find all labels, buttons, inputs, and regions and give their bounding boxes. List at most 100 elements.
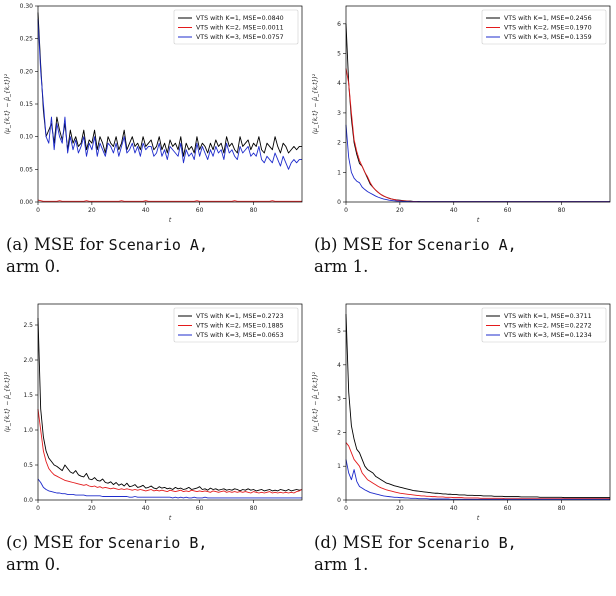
x-tick-label: 40 xyxy=(142,505,150,512)
legend-entry: VTS with K=3, MSE=0.1359 xyxy=(504,34,592,41)
x-tick-label: 0 xyxy=(344,505,348,512)
x-tick-label: 0 xyxy=(36,505,40,512)
caption-arm: arm 0. xyxy=(6,555,61,574)
caption-text: MSE for xyxy=(33,533,103,552)
y-tick-label: 5 xyxy=(337,51,341,58)
x-axis-label: t xyxy=(477,515,480,522)
caption-arm: arm 1. xyxy=(314,555,369,574)
legend-box xyxy=(481,9,607,45)
series-line-k3 xyxy=(345,124,610,203)
y-tick-label: 2 xyxy=(337,140,341,147)
caption-scenario: Scenario A, xyxy=(108,236,208,254)
x-tick-label: 20 xyxy=(396,207,404,214)
x-tick-label: 0 xyxy=(344,207,348,214)
caption-scenario: Scenario B, xyxy=(108,534,208,552)
series-line-k1 xyxy=(345,314,610,499)
y-tick-label: 0.5 xyxy=(23,462,33,469)
legend-entry: VTS with K=1, MSE=0.2456 xyxy=(504,15,592,22)
series-line-k2 xyxy=(345,442,610,500)
x-tick-label: 40 xyxy=(142,207,150,214)
y-tick-label: 6 xyxy=(337,21,341,28)
y-tick-label: 0.0 xyxy=(23,497,33,504)
caption-scenario: Scenario A, xyxy=(417,236,517,254)
caption-a: (a) MSE for Scenario A, arm 0. xyxy=(6,234,304,278)
legend-entry: VTS with K=2, MSE=0.1970 xyxy=(504,25,592,32)
y-tick-label: 0.15 xyxy=(20,101,34,108)
x-tick-label: 80 xyxy=(250,505,258,512)
y-axis-label: (μ_{k,t} − μ̂_{k,t})² xyxy=(4,73,11,134)
caption-text: MSE for xyxy=(342,235,413,254)
chart-d: 0 20 40 60 80 0 1 2 3 4 5 t (μ_{k,t} − μ̂_{k,t})² VTS… xyxy=(312,303,611,522)
y-tick-label: 2.0 xyxy=(23,357,33,364)
x-axis-label: t xyxy=(169,217,172,224)
caption-b: (b) MSE for Scenario A, arm 1. xyxy=(314,234,612,278)
y-tick-label: 0.10 xyxy=(20,134,34,141)
legend-entry: VTS with K=2, MSE=0.0011 xyxy=(196,25,284,32)
legend-entry: VTS with K=1, MSE=0.0840 xyxy=(196,15,284,22)
y-tick-label: 3 xyxy=(337,396,341,403)
caption-text: MSE for xyxy=(342,533,413,552)
legend-box xyxy=(481,307,607,343)
caption-label: (d) xyxy=(314,533,338,552)
y-tick-label: 3 xyxy=(337,110,341,117)
y-tick-label: 2.5 xyxy=(23,322,33,329)
y-tick-label: 1.5 xyxy=(23,392,33,399)
legend-entry: VTS with K=2, MSE=0.1885 xyxy=(196,323,284,330)
y-tick-label: 0.00 xyxy=(20,199,34,206)
y-tick-label: 2 xyxy=(337,429,341,436)
y-tick-label: 1 xyxy=(337,169,341,176)
legend-entry: VTS with K=2, MSE=0.2272 xyxy=(504,323,592,330)
x-tick-label: 0 xyxy=(36,207,40,214)
series-line-k2 xyxy=(37,408,303,494)
x-tick-label: 40 xyxy=(450,207,458,214)
y-tick-label: 0.30 xyxy=(20,3,34,10)
x-tick-label: 80 xyxy=(558,207,566,214)
y-tick-label: 0 xyxy=(337,497,341,504)
caption-arm: arm 1. xyxy=(314,257,369,276)
legend-entry: VTS with K=1, MSE=0.3711 xyxy=(504,313,592,320)
y-tick-label: 0.25 xyxy=(20,36,34,43)
y-axis-label: (μ_{k,t} − μ̂_{k,t})² xyxy=(4,371,11,432)
y-tick-label: 0.05 xyxy=(20,166,34,173)
caption-c: (c) MSE for Scenario B, arm 0. xyxy=(6,532,304,576)
series-line-k1 xyxy=(37,317,303,492)
y-tick-label: 5 xyxy=(337,328,341,335)
y-axis-label: (μ_{k,t} − μ̂_{k,t})² xyxy=(312,73,319,134)
legend-box xyxy=(173,9,299,45)
x-axis-label: t xyxy=(169,515,172,522)
y-tick-label: 4 xyxy=(337,362,341,369)
x-tick-label: 40 xyxy=(450,505,458,512)
x-tick-label: 60 xyxy=(196,505,204,512)
caption-d: (d) MSE for Scenario B, arm 1. xyxy=(314,532,612,576)
x-tick-label: 20 xyxy=(88,505,96,512)
series-line-k3 xyxy=(345,459,610,500)
caption-label: (c) xyxy=(6,533,29,552)
series-line-k3 xyxy=(37,19,302,170)
x-tick-label: 80 xyxy=(250,207,258,214)
legend-entry: VTS with K=3, MSE=0.1234 xyxy=(504,332,592,339)
x-tick-label: 60 xyxy=(504,207,512,214)
x-tick-label: 20 xyxy=(88,207,96,214)
plot-frame xyxy=(37,5,303,203)
caption-label: (a) xyxy=(6,235,29,254)
chart-a: 0 20 40 60 80 0.00 0.05 0.10 0.15 0.20 0.25 0.30 t (μ… xyxy=(4,3,303,224)
x-tick-label: 80 xyxy=(558,505,566,512)
x-axis-label: t xyxy=(477,217,480,224)
subfigure-b: 0 20 40 60 80 0 1 2 3 4 5 6 t (μ_{k,t} − μ̂_{k,t})² VT… xyxy=(308,0,616,298)
chart-b: 0 20 40 60 80 0 1 2 3 4 5 6 t (μ_{k,t} − μ̂_{k,t})² VT… xyxy=(312,5,611,224)
y-tick-label: 1 xyxy=(337,463,341,470)
plot-frame xyxy=(345,303,611,501)
legend-entry: VTS with K=3, MSE=0.0757 xyxy=(196,34,284,41)
x-tick-label: 60 xyxy=(196,207,204,214)
legend-entry: VTS with K=1, MSE=0.2723 xyxy=(196,313,284,320)
y-axis-label: (μ_{k,t} − μ̂_{k,t})² xyxy=(312,371,319,432)
caption-arm: arm 0. xyxy=(6,257,61,276)
subfigure-a: 0 20 40 60 80 0.00 0.05 0.10 0.15 0.20 0.25 0.30 t (μ… xyxy=(0,0,308,298)
caption-text: MSE for xyxy=(33,235,104,254)
y-tick-label: 0 xyxy=(337,199,341,206)
y-tick-label: 4 xyxy=(337,80,341,87)
legend-box xyxy=(173,307,299,343)
series-line-k2 xyxy=(345,68,610,203)
caption-label: (b) xyxy=(314,235,338,254)
plot-frame xyxy=(345,5,611,203)
